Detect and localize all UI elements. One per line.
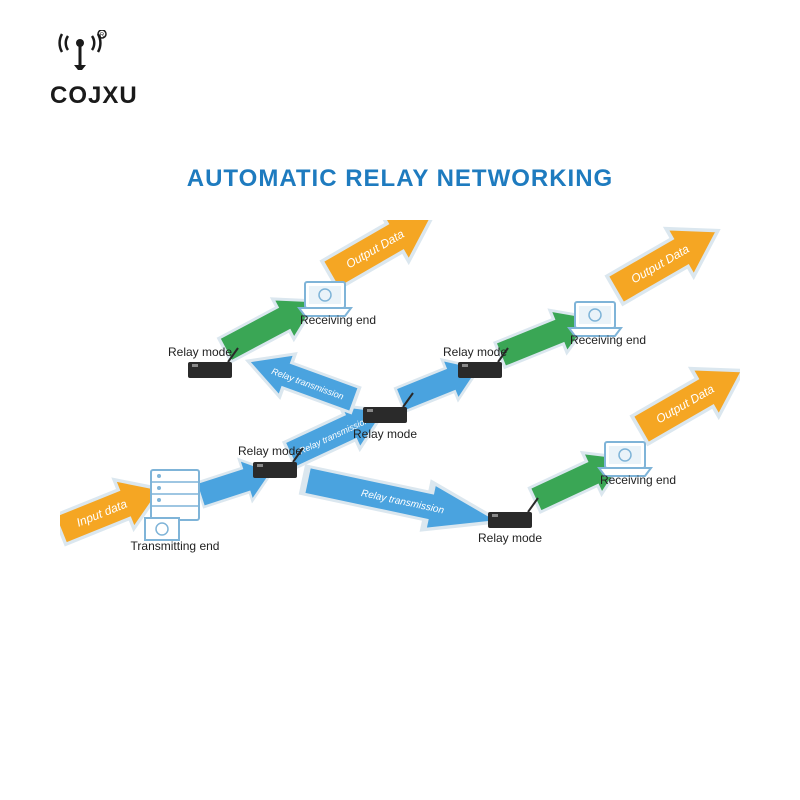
- label-rx2: Receiving end: [570, 333, 646, 347]
- node-receiving-2: [569, 302, 621, 336]
- antenna-icon: R: [50, 30, 138, 80]
- node-transmitting: [145, 470, 199, 540]
- network-diagram: Input data Relay transmission Relay tran…: [60, 220, 740, 640]
- svg-text:R: R: [100, 33, 105, 39]
- label-r3: Relay mode: [168, 345, 232, 359]
- arrow-output-3: Output Data: [626, 347, 740, 454]
- node-relay-5: [488, 498, 538, 528]
- label-r2: Relay mode: [353, 427, 417, 441]
- label-tx: Transmitting end: [131, 539, 220, 553]
- arrow-r2-r3: Relay transmission: [240, 340, 363, 422]
- label-rx1: Receiving end: [300, 313, 376, 327]
- node-receiving-1: [299, 282, 351, 316]
- arrow-output-2: Output Data: [601, 220, 731, 314]
- label-r1: Relay mode: [238, 444, 302, 458]
- label-r5: Relay mode: [478, 531, 542, 545]
- arrow-r1-r5: Relay transmission: [300, 457, 505, 545]
- label-r4: Relay mode: [443, 345, 507, 359]
- brand-name: COJXU: [50, 82, 138, 109]
- page-title: AUTOMATIC RELAY NETWORKING: [0, 165, 800, 193]
- node-receiving-3: [599, 442, 651, 476]
- brand-logo: R COJXU: [50, 30, 138, 110]
- arrow-tx-r1: [193, 451, 279, 516]
- label-rx3: Receiving end: [600, 473, 676, 487]
